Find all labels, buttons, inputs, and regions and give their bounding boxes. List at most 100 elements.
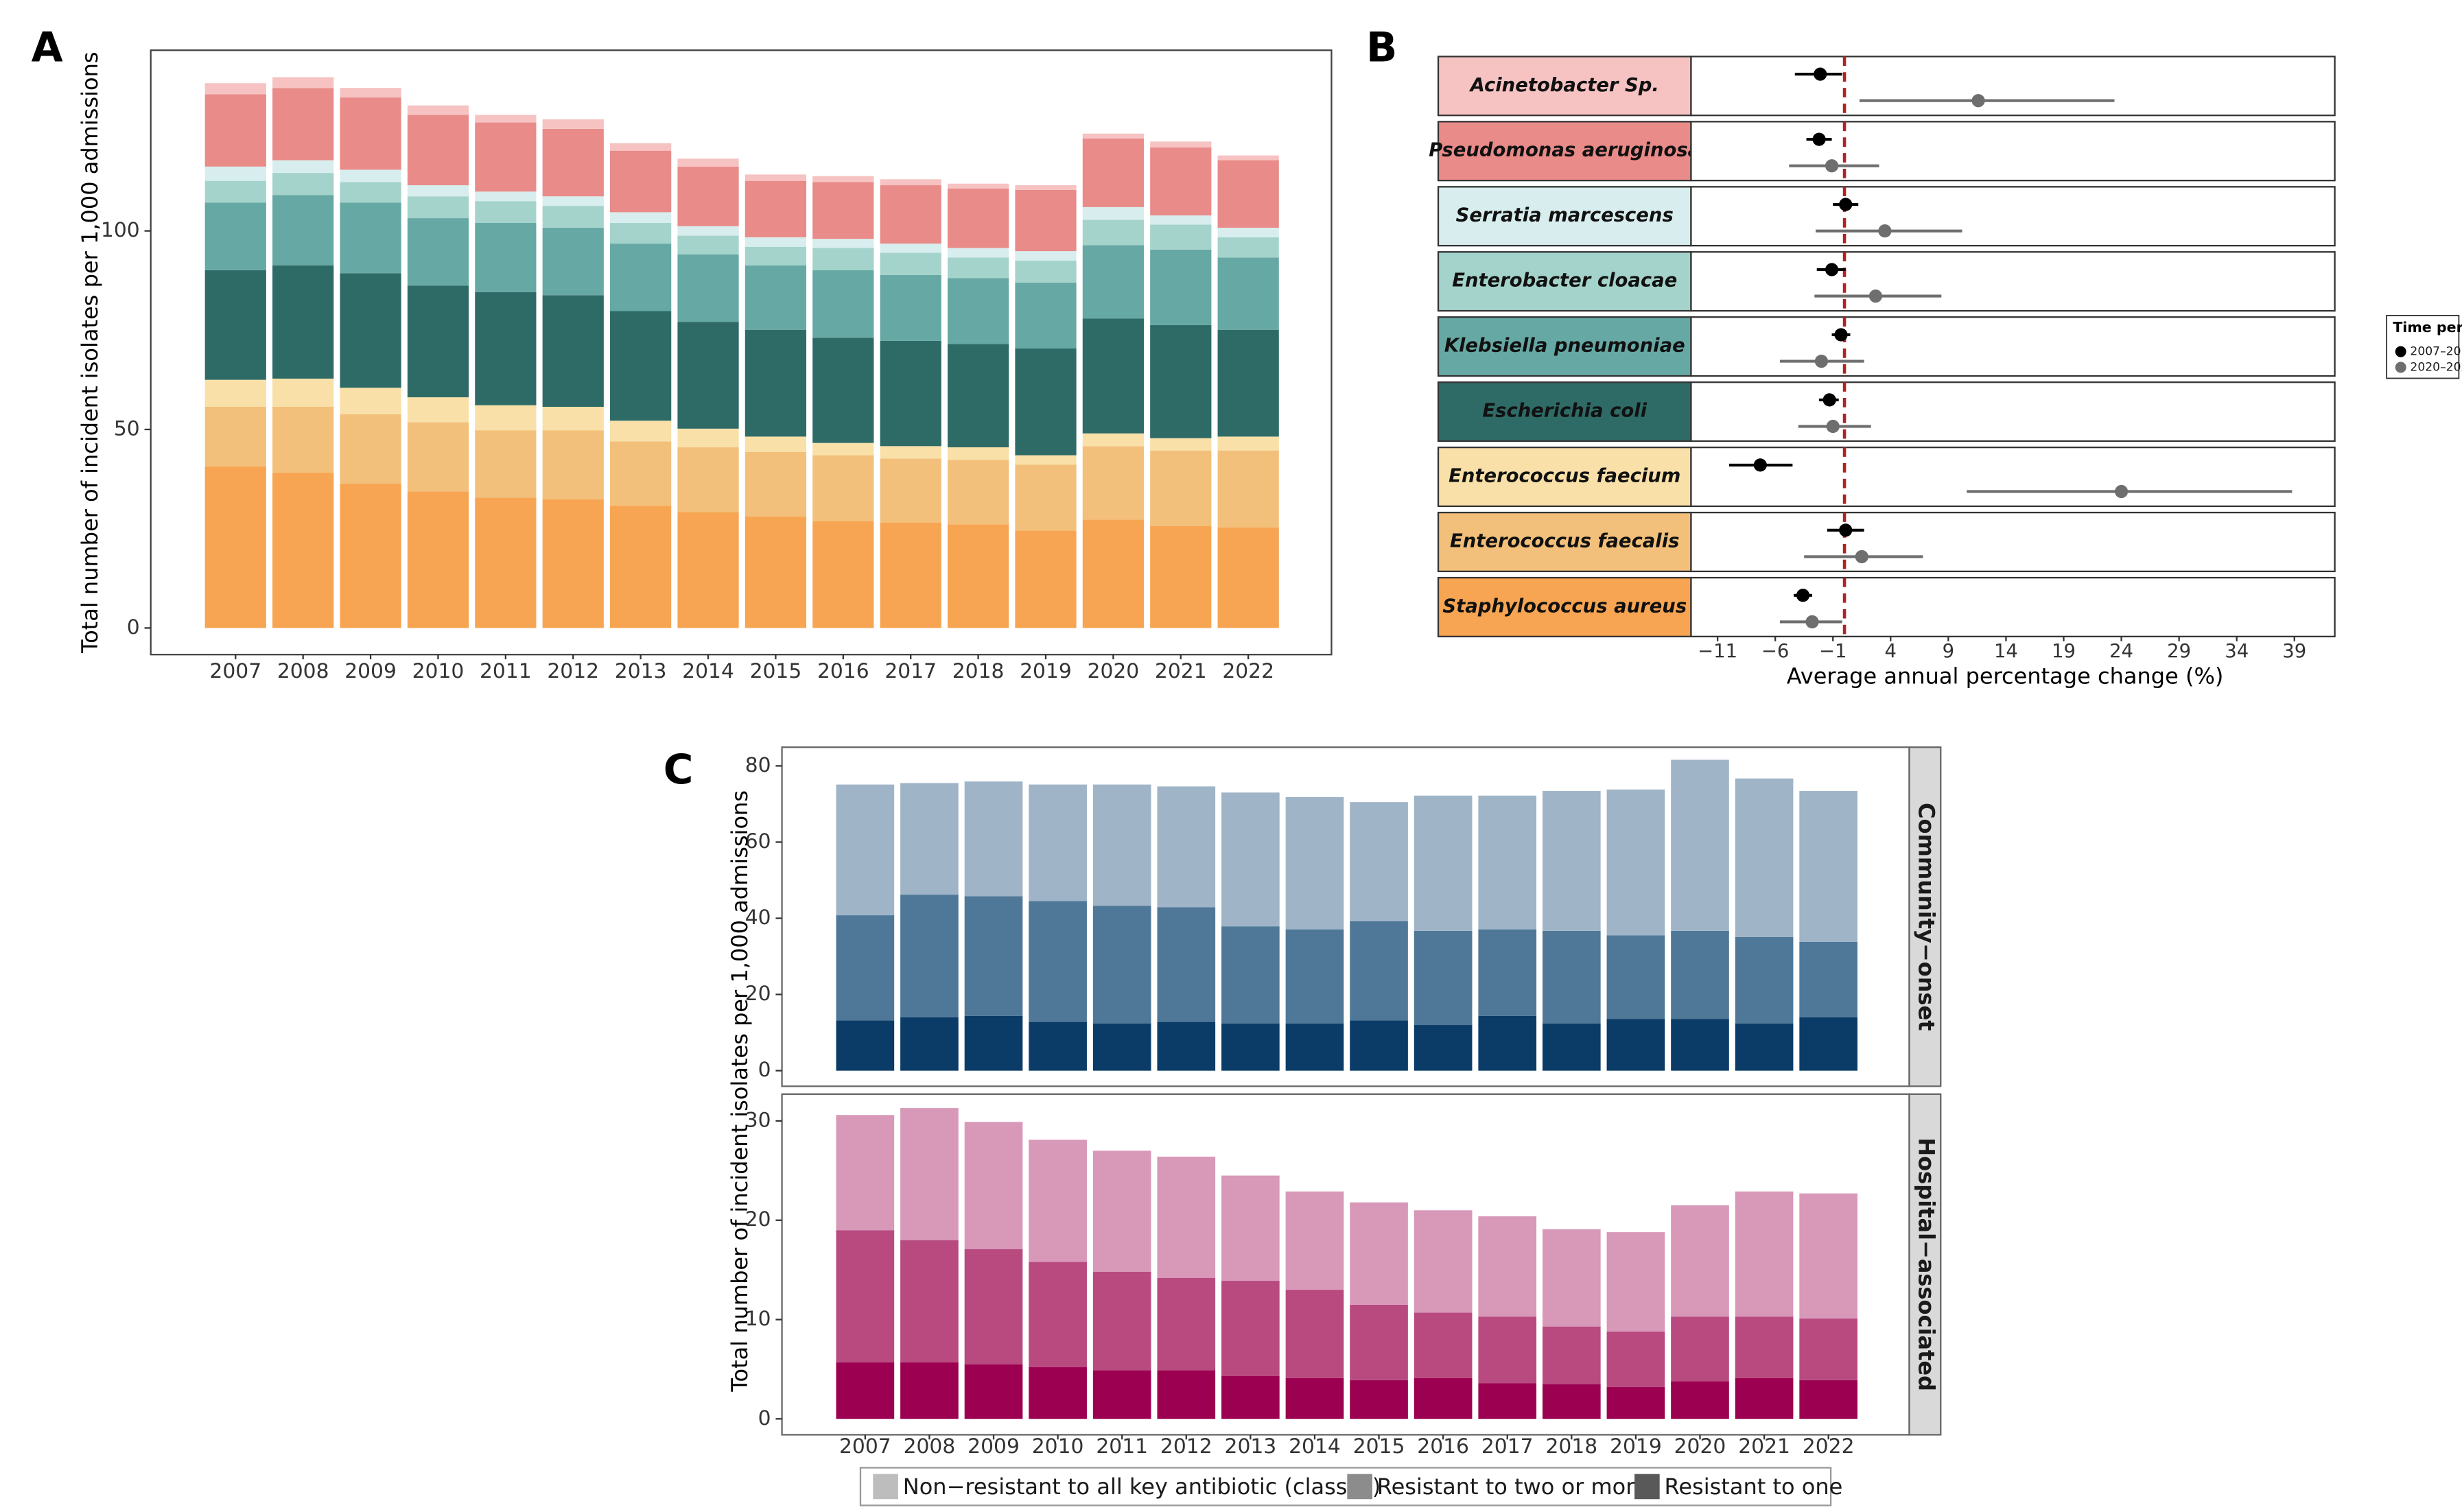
bar-segment [1350, 802, 1408, 921]
x-tick-label: 2014 [682, 659, 734, 683]
plot-frame [1690, 316, 2336, 377]
bar-segment [947, 257, 1009, 279]
bar-segment [407, 285, 469, 398]
plot-frame [1690, 251, 2336, 312]
bar-segment [204, 466, 266, 628]
plot-frame [1690, 446, 2336, 508]
bar-segment [1414, 1025, 1473, 1071]
x-tick-label: 4 [1885, 641, 1897, 662]
bar-segment [1082, 206, 1145, 220]
legend-label: 2007–2019 [2410, 345, 2462, 359]
legend-box [859, 1467, 1832, 1507]
bar-segment [1606, 1386, 1665, 1419]
bar-segment [1414, 930, 1473, 1026]
x-tick-label: 2019 [1020, 659, 1072, 683]
bar-segment [1799, 1380, 1857, 1419]
bar-segment [272, 407, 334, 473]
bar-segment [340, 483, 401, 628]
point [1839, 523, 1853, 537]
bar-segment [1150, 249, 1212, 325]
x-tick-label: 2020 [1674, 1434, 1726, 1458]
legend-label: Resistant to two or more [1377, 1474, 1648, 1500]
bar-segment [836, 915, 895, 1021]
bar-segment [745, 436, 807, 452]
bar-segment [1221, 1376, 1280, 1419]
facet-title: Community−onset [1913, 803, 1939, 1031]
x-tick-label: 2018 [1545, 1434, 1597, 1458]
bar-segment [1799, 1017, 1857, 1071]
bar-segment [204, 379, 266, 407]
bar-segment [1082, 133, 1145, 139]
bar-segment [1015, 260, 1077, 283]
bar-segment [745, 451, 807, 517]
bar-segment [745, 174, 807, 181]
bar-segment [475, 405, 537, 431]
bar-segment [1799, 1319, 1857, 1380]
bar-segment [880, 340, 941, 447]
x-axis-label: Average annual percentage change (%) [1787, 663, 2224, 689]
bar-segment [812, 442, 874, 456]
bar-segment [610, 223, 672, 244]
bar-segment [1478, 1383, 1537, 1419]
x-tick-label: 2021 [1738, 1434, 1790, 1458]
bar-segment [812, 338, 874, 443]
bar-segment [1015, 189, 1077, 252]
point [1839, 198, 1853, 211]
x-tick-label: 2018 [952, 659, 1005, 683]
facet-strip [1437, 316, 1692, 377]
bar-segment [900, 783, 959, 895]
bar-segment [1092, 1370, 1151, 1419]
facet-title: Enterobacter cloacae [1452, 270, 1677, 292]
bar-segment [1157, 1157, 1216, 1278]
bar-segment [745, 329, 807, 437]
bar-segment [272, 160, 334, 174]
bar-segment [1671, 1381, 1729, 1419]
point [1814, 67, 1827, 81]
plot-frame [1690, 576, 2336, 638]
bar-segment [1350, 1380, 1408, 1419]
bar-segment [542, 119, 604, 129]
bar-segment [836, 784, 895, 916]
bar-segment [340, 169, 401, 182]
bar-segment [610, 506, 672, 628]
facet-title: Hospital−associated [1913, 1137, 1939, 1391]
x-tick-label: 2022 [1222, 659, 1274, 683]
bar-segment [812, 521, 874, 628]
bar-segment [677, 254, 739, 322]
bar-segment [610, 143, 672, 151]
bar-segment [272, 173, 334, 196]
bar-segment [880, 185, 941, 244]
x-tick-label: 34 [2225, 641, 2249, 662]
bar-segment [1735, 1316, 1794, 1378]
bar-segment [610, 441, 672, 506]
bar-segment [1092, 906, 1151, 1024]
point [1805, 615, 1819, 629]
bar-segment [1671, 759, 1729, 931]
facet-title: Escherichia coli [1482, 401, 1647, 422]
bar-segment [812, 239, 874, 248]
bar-segment [1015, 455, 1077, 465]
bar-segment [880, 446, 941, 459]
legend-marker [2395, 346, 2406, 357]
bar-segment [947, 460, 1009, 525]
bar-segment [900, 1362, 959, 1419]
bar-segment [1082, 446, 1145, 520]
bar-segment [1082, 220, 1145, 246]
bar-segment [836, 1020, 895, 1071]
bar-segment [407, 218, 469, 286]
y-tick-label: 20 [745, 982, 771, 1006]
x-tick-label: 2020 [1088, 659, 1140, 683]
bar-segment [340, 88, 401, 98]
facet-strip [1437, 251, 1692, 312]
bar-segment [1542, 791, 1601, 931]
bar-segment [1015, 185, 1077, 190]
bar-segment [1671, 1205, 1729, 1317]
point [1878, 224, 1892, 238]
bar-segment [1150, 147, 1212, 216]
legend-label: Non−resistant to all key antibiotic (cla… [903, 1474, 1381, 1500]
bar-segment [340, 97, 401, 170]
x-tick-label: −6 [1761, 641, 1789, 662]
x-tick-label: 2010 [1032, 1434, 1084, 1458]
bar-segment [1414, 795, 1473, 931]
